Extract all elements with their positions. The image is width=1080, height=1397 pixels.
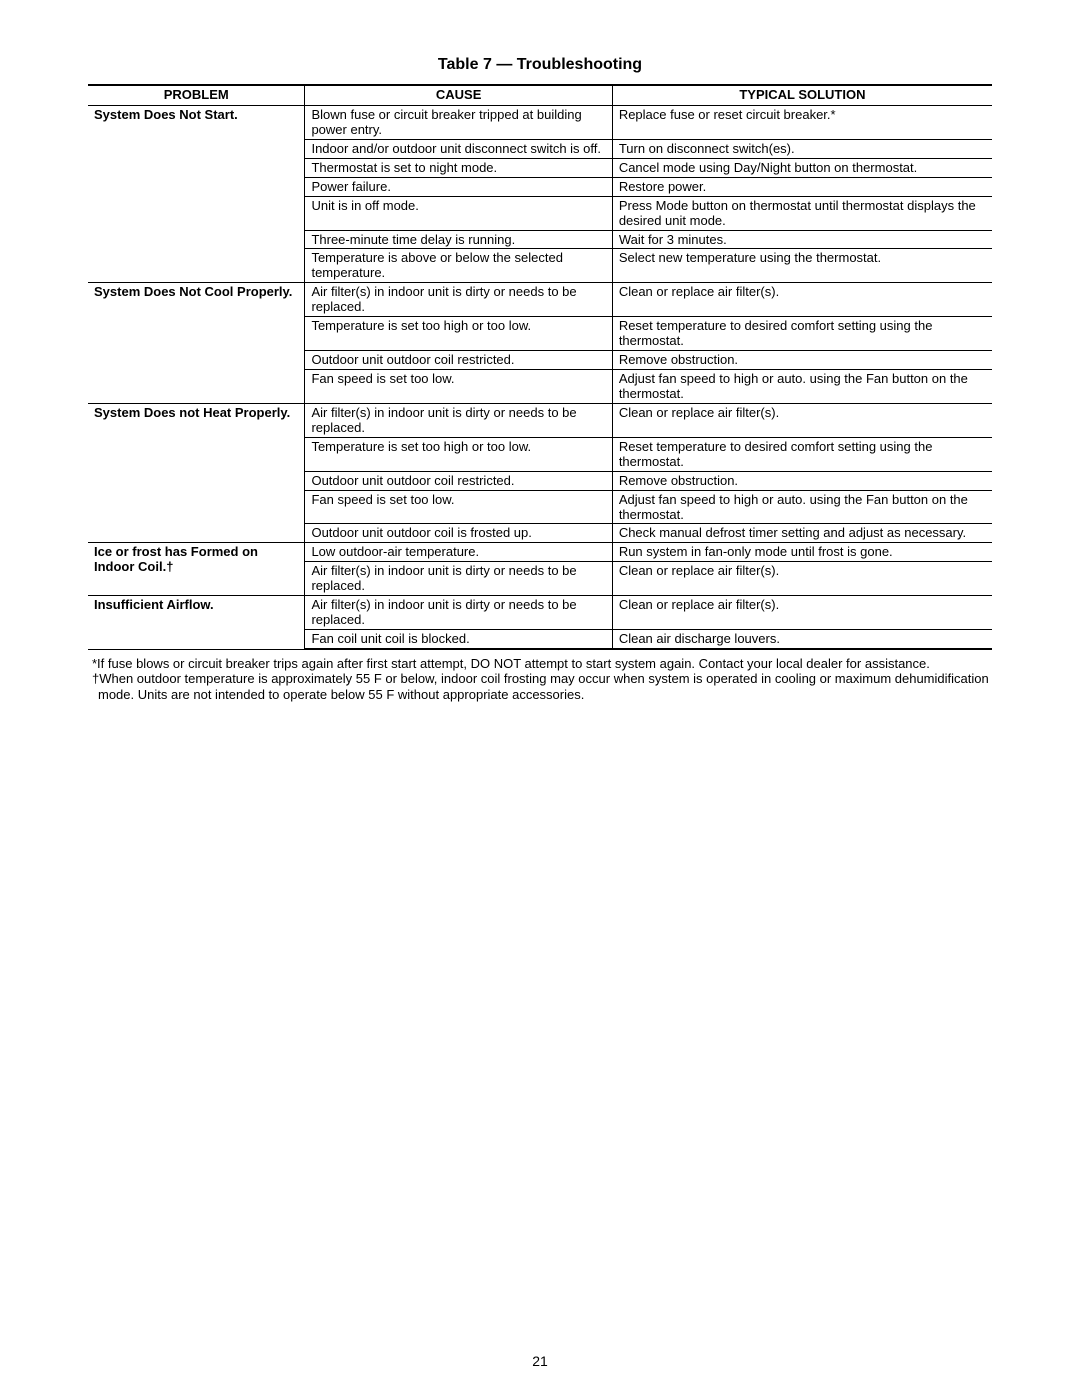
col-header-cause: CAUSE bbox=[305, 85, 612, 105]
page-number: 21 bbox=[0, 1353, 1080, 1369]
table-title: Table 7 — Troubleshooting bbox=[88, 56, 992, 74]
solution-cell: Reset temperature to desired comfort set… bbox=[612, 437, 992, 471]
footnotes: *If fuse blows or circuit breaker trips … bbox=[88, 656, 992, 702]
solution-cell: Clean or replace air filter(s). bbox=[612, 283, 992, 317]
cause-cell: Outdoor unit outdoor coil restricted. bbox=[305, 471, 612, 490]
solution-cell: Remove obstruction. bbox=[612, 351, 992, 370]
cause-cell: Fan coil unit coil is blocked. bbox=[305, 630, 612, 649]
cause-cell: Temperature is set too high or too low. bbox=[305, 317, 612, 351]
solution-cell: Select new temperature using the thermos… bbox=[612, 249, 992, 283]
cause-cell: Air filter(s) in indoor unit is dirty or… bbox=[305, 596, 612, 630]
problem-cell: Ice or frost has Formed on Indoor Coil.† bbox=[88, 543, 305, 596]
solution-cell: Clean or replace air filter(s). bbox=[612, 403, 992, 437]
solution-cell: Wait for 3 minutes. bbox=[612, 230, 992, 249]
cause-cell: Three-minute time delay is running. bbox=[305, 230, 612, 249]
cause-cell: Low outdoor-air temperature. bbox=[305, 543, 612, 562]
table-row: System Does Not Cool Properly.Air filter… bbox=[88, 283, 992, 317]
footnote: *If fuse blows or circuit breaker trips … bbox=[88, 656, 992, 671]
solution-cell: Adjust fan speed to high or auto. using … bbox=[612, 490, 992, 524]
cause-cell: Temperature is set too high or too low. bbox=[305, 437, 612, 471]
solution-cell: Press Mode button on thermostat until th… bbox=[612, 196, 992, 230]
col-header-problem: PROBLEM bbox=[88, 85, 305, 105]
solution-cell: Clean or replace air filter(s). bbox=[612, 596, 992, 630]
table-row: Insufficient Airflow.Air filter(s) in in… bbox=[88, 596, 992, 630]
cause-cell: Fan speed is set too low. bbox=[305, 490, 612, 524]
cause-cell: Air filter(s) in indoor unit is dirty or… bbox=[305, 562, 612, 596]
solution-cell: Remove obstruction. bbox=[612, 471, 992, 490]
cause-cell: Temperature is above or below the select… bbox=[305, 249, 612, 283]
solution-cell: Check manual defrost timer setting and a… bbox=[612, 524, 992, 543]
problem-cell: System Does not Heat Properly. bbox=[88, 403, 305, 543]
solution-cell: Clean or replace air filter(s). bbox=[612, 562, 992, 596]
solution-cell: Cancel mode using Day/Night button on th… bbox=[612, 158, 992, 177]
solution-cell: Clean air discharge louvers. bbox=[612, 630, 992, 649]
cause-cell: Unit is in off mode. bbox=[305, 196, 612, 230]
cause-cell: Air filter(s) in indoor unit is dirty or… bbox=[305, 403, 612, 437]
table-row: Ice or frost has Formed on Indoor Coil.†… bbox=[88, 543, 992, 562]
cause-cell: Thermostat is set to night mode. bbox=[305, 158, 612, 177]
solution-cell: Turn on disconnect switch(es). bbox=[612, 139, 992, 158]
col-header-solution: TYPICAL SOLUTION bbox=[612, 85, 992, 105]
cause-cell: Air filter(s) in indoor unit is dirty or… bbox=[305, 283, 612, 317]
table-row: System Does Not Start.Blown fuse or circ… bbox=[88, 105, 992, 139]
problem-cell: System Does Not Cool Properly. bbox=[88, 283, 305, 404]
problem-cell: Insufficient Airflow. bbox=[88, 596, 305, 649]
table-row: System Does not Heat Properly.Air filter… bbox=[88, 403, 992, 437]
problem-cell: System Does Not Start. bbox=[88, 105, 305, 282]
solution-cell: Reset temperature to desired comfort set… bbox=[612, 317, 992, 351]
cause-cell: Indoor and/or outdoor unit disconnect sw… bbox=[305, 139, 612, 158]
solution-cell: Run system in fan-only mode until frost … bbox=[612, 543, 992, 562]
cause-cell: Outdoor unit outdoor coil is frosted up. bbox=[305, 524, 612, 543]
solution-cell: Restore power. bbox=[612, 177, 992, 196]
cause-cell: Blown fuse or circuit breaker tripped at… bbox=[305, 105, 612, 139]
table-body: System Does Not Start.Blown fuse or circ… bbox=[88, 105, 992, 649]
troubleshooting-table: PROBLEM CAUSE TYPICAL SOLUTION System Do… bbox=[88, 84, 992, 650]
solution-cell: Adjust fan speed to high or auto. using … bbox=[612, 370, 992, 404]
cause-cell: Fan speed is set too low. bbox=[305, 370, 612, 404]
cause-cell: Outdoor unit outdoor coil restricted. bbox=[305, 351, 612, 370]
solution-cell: Replace fuse or reset circuit breaker.* bbox=[612, 105, 992, 139]
cause-cell: Power failure. bbox=[305, 177, 612, 196]
table-header-row: PROBLEM CAUSE TYPICAL SOLUTION bbox=[88, 85, 992, 105]
footnote: †When outdoor temperature is approximate… bbox=[88, 671, 992, 702]
